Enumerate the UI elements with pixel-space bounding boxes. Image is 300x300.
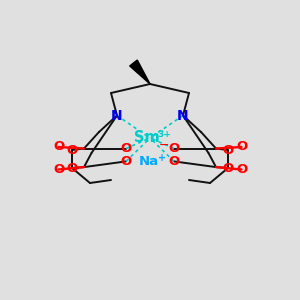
- Text: O: O: [222, 143, 234, 157]
- Text: O: O: [66, 161, 78, 175]
- Text: O: O: [236, 163, 247, 176]
- Text: O: O: [168, 155, 180, 168]
- Text: −: −: [158, 139, 169, 152]
- Text: O: O: [222, 161, 234, 175]
- Text: N: N: [111, 109, 123, 122]
- Text: O: O: [120, 142, 132, 155]
- Text: O: O: [236, 140, 247, 154]
- Text: O: O: [66, 143, 78, 157]
- Text: O: O: [120, 155, 132, 168]
- Text: +: +: [158, 153, 166, 163]
- Text: 3+: 3+: [158, 130, 171, 139]
- Text: Na: Na: [138, 154, 159, 168]
- Text: Sm: Sm: [134, 130, 160, 146]
- Text: O: O: [168, 142, 180, 155]
- Text: N: N: [177, 109, 189, 122]
- Polygon shape: [130, 60, 150, 84]
- Text: O: O: [53, 140, 64, 154]
- Text: O: O: [53, 163, 64, 176]
